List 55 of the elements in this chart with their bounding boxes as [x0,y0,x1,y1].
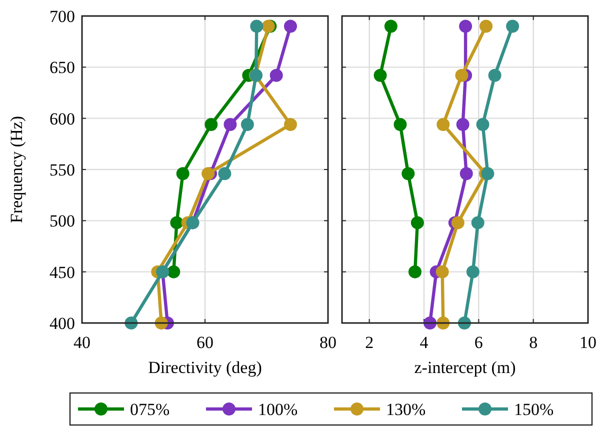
y-tick-label: 400 [50,314,75,333]
x-tick-label: 8 [529,333,538,352]
point [506,20,520,33]
x-axis-title: Directivity (deg) [148,358,262,377]
point [459,20,472,33]
point [384,20,398,33]
point [455,68,468,82]
x-axis-title: z-intercept (m) [414,358,516,377]
x-tick-label: 2 [365,333,374,352]
point [374,68,387,82]
x-tick-label: 10 [580,333,596,352]
x-tick-label: 4 [420,333,429,352]
y-tick-label: 600 [50,109,75,128]
point [202,167,215,180]
point [284,118,297,131]
y-axis-title: Frequency (Hz) [7,116,26,224]
point [451,216,464,230]
y-tick-label: 650 [50,58,75,78]
point [176,167,190,180]
point [284,20,297,33]
y-tick-label: 500 [50,212,75,231]
point [270,68,283,82]
point [471,216,484,230]
legend-label: 130% [386,400,426,419]
point [456,118,470,131]
point [394,118,407,131]
point [250,20,264,33]
point [436,118,450,131]
point [436,265,449,278]
y-tick-label: 550 [50,160,75,180]
point [402,167,415,180]
point [218,167,232,180]
point [224,118,237,131]
point [460,167,473,180]
y-tick-label: 450 [50,262,75,282]
point [481,167,494,180]
point [410,216,424,230]
point [466,265,480,278]
point [204,118,218,131]
point [170,216,184,230]
point [167,265,180,278]
point [424,316,437,330]
point [488,68,502,82]
y-tick-label: 700 [50,7,75,26]
legend-label: 100% [258,400,298,419]
x-tick-label: 80 [320,333,336,352]
x-tick-label: 6 [474,333,483,352]
point [480,20,493,33]
point [408,265,422,278]
x-tick-label: 40 [74,333,90,352]
x-tick-label: 60 [196,333,214,352]
point [240,118,254,131]
legend-label: 150% [514,400,554,419]
legend-label: 075% [130,400,170,419]
point [476,118,490,131]
